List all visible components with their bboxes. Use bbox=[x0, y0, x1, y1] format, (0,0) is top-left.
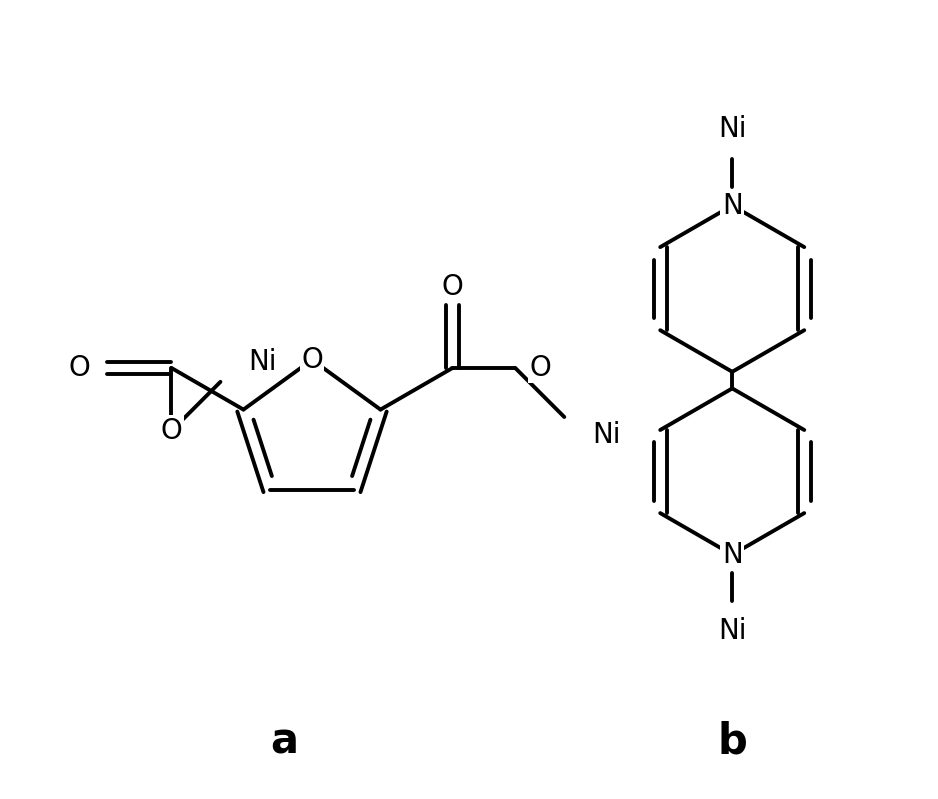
Text: Ni: Ni bbox=[249, 348, 277, 376]
Text: O: O bbox=[301, 346, 323, 374]
Text: N: N bbox=[722, 541, 743, 569]
Text: N: N bbox=[722, 192, 743, 220]
Text: O: O bbox=[68, 354, 90, 382]
Text: O: O bbox=[442, 272, 463, 300]
Text: O: O bbox=[160, 417, 182, 445]
Text: Ni: Ni bbox=[718, 618, 747, 646]
Text: O: O bbox=[529, 354, 551, 382]
Text: b: b bbox=[718, 720, 748, 762]
Text: Ni: Ni bbox=[718, 115, 747, 143]
Text: a: a bbox=[270, 720, 298, 762]
Text: Ni: Ni bbox=[592, 421, 621, 450]
